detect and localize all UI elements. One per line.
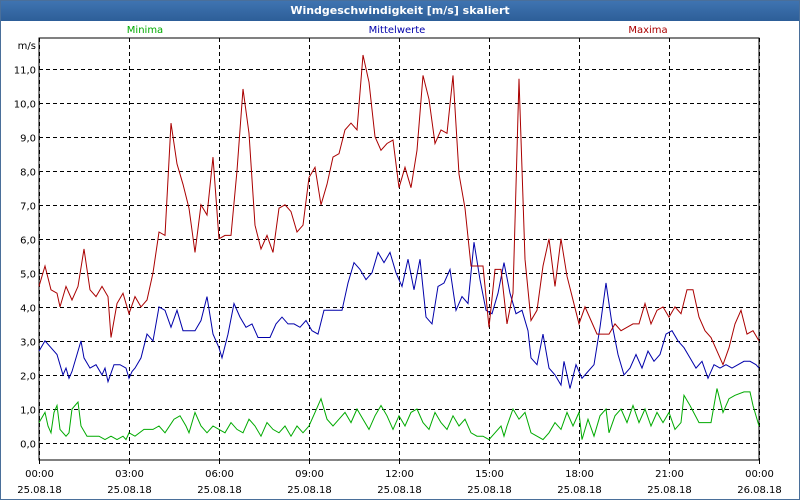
x-tick-date: 25.08.18	[17, 485, 62, 496]
x-tick-date: 25.08.18	[377, 485, 422, 496]
series-mittelwerte-line	[38, 242, 760, 389]
x-tick-time: 18:00	[565, 469, 594, 480]
legend-minima: Minima	[127, 25, 163, 36]
x-tick-date: 25.08.18	[467, 485, 512, 496]
legend-maxima: Maxima	[628, 25, 667, 36]
series-minima-line	[38, 388, 760, 441]
x-tick-date: 25.08.18	[197, 485, 242, 496]
x-tick-date: 26.08.18	[737, 485, 782, 496]
y-tick-label: 3,0	[20, 338, 36, 349]
x-tick-time: 12:00	[385, 469, 414, 480]
x-tick-time: 03:00	[115, 469, 144, 480]
x-tick-date: 25.08.18	[287, 485, 332, 496]
y-tick-label: 7,0	[20, 202, 36, 213]
y-tick-label: 0,0	[20, 440, 36, 451]
x-tick-date: 25.08.18	[647, 485, 692, 496]
x-tick-time: 00:00	[25, 469, 54, 480]
series-maxima-line	[38, 54, 760, 367]
y-tick-label: 10,0	[14, 100, 36, 111]
y-axis-label: m/s	[18, 41, 36, 52]
x-tick-time: 15:00	[475, 469, 504, 480]
y-tick-label: 5,0	[20, 270, 36, 281]
x-tick-time: 09:00	[295, 469, 324, 480]
y-tick-label: 8,0	[20, 168, 36, 179]
y-tick-label: 1,0	[20, 406, 36, 417]
x-tick-date: 25.08.18	[557, 485, 602, 496]
x-tick-date: 25.08.18	[107, 485, 152, 496]
y-tick-label: 9,0	[20, 134, 36, 145]
legend-mittelwerte: Mittelwerte	[369, 25, 426, 36]
y-tick-label: 2,0	[20, 372, 36, 383]
chart-title: Windgeschwindigkeit [m/s] skaliert	[1, 1, 799, 21]
y-tick-label: 11,0	[14, 66, 36, 77]
y-tick-label: 4,0	[20, 304, 36, 315]
x-tick-time: 21:00	[655, 469, 684, 480]
y-tick-label: 6,0	[20, 236, 36, 247]
x-tick-time: 06:00	[205, 469, 234, 480]
x-tick-time: 00:00	[745, 469, 774, 480]
